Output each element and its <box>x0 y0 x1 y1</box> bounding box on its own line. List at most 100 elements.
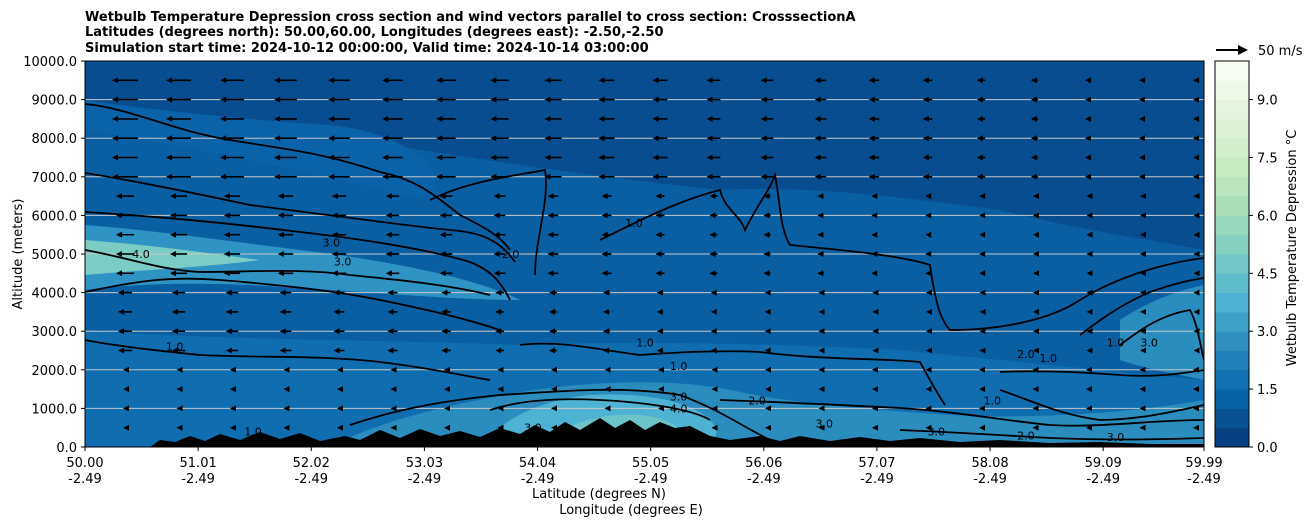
wind-vector-head <box>922 173 929 180</box>
wind-vector-head <box>1086 289 1093 296</box>
wind-vector-head <box>1033 193 1039 200</box>
wind-vector-head <box>547 212 554 219</box>
wind-vector-head <box>926 308 932 315</box>
wind-vector-head <box>1033 347 1039 354</box>
wind-vector-head <box>652 96 659 103</box>
wind-vector-head <box>1140 308 1146 315</box>
wind-vector-head <box>328 135 335 142</box>
wind-vector-head <box>118 347 124 354</box>
wind-vector-head <box>658 405 664 412</box>
wind-vector-head <box>706 135 713 142</box>
wind-vector-head <box>382 96 389 103</box>
wind-vector-head <box>872 347 879 354</box>
wind-vector-head <box>1138 96 1145 103</box>
wind-vector-head <box>604 424 611 431</box>
wind-vector-head <box>818 328 825 335</box>
wind-vector-head <box>220 154 227 161</box>
wind-vector-head <box>709 212 716 219</box>
wind-vector-head <box>979 366 985 373</box>
contour-line <box>599 171 1204 331</box>
wind-vector-head <box>979 270 986 277</box>
wind-vector-head <box>382 115 389 122</box>
colorbar-tick-label: 3.0 <box>1257 325 1278 340</box>
wind-vector-head <box>439 231 446 238</box>
wind-vector-head <box>551 386 557 393</box>
wind-vector-head <box>1140 193 1146 200</box>
wind-vector-head <box>112 115 118 122</box>
chart-title-line-3: Simulation start time: 2024-10-12 00:00:… <box>85 41 649 56</box>
wind-vector-head <box>436 135 443 142</box>
x-tick-label-lon: -2.49 <box>1187 472 1221 487</box>
wind-vector-head <box>979 328 986 335</box>
wind-vector-head <box>123 366 129 373</box>
wind-vector-head <box>1084 115 1091 122</box>
wind-vector-head <box>441 328 448 335</box>
wind-vector-head <box>274 77 281 84</box>
wind-vector-head <box>390 424 397 431</box>
wind-vector-head <box>1193 115 1200 122</box>
wind-vector-head <box>979 308 986 315</box>
wind-vector-head <box>274 154 281 161</box>
wind-vector-head <box>549 308 556 315</box>
wind-vector-head <box>116 231 122 238</box>
wind-vector-head <box>765 424 771 431</box>
wind-vector-head <box>116 270 122 277</box>
wind-vector-head <box>112 77 118 84</box>
wind-vector-head <box>871 251 878 257</box>
contour-line <box>429 168 547 276</box>
contour-label: 1.0 <box>670 360 688 373</box>
wind-vector-head <box>871 270 878 277</box>
wind-vector-head <box>331 193 338 200</box>
wind-vector-head <box>604 366 611 373</box>
wind-vector-head <box>1139 405 1146 412</box>
wind-vector-head <box>497 366 504 373</box>
colorbar-tick-label: 6.0 <box>1257 209 1278 224</box>
y-tick-label: 5000.0 <box>32 248 78 263</box>
wind-vector-head <box>118 328 124 335</box>
wind-vector-head <box>333 328 340 335</box>
wind-vector-head <box>1193 96 1200 103</box>
wind-vector-head <box>925 405 932 412</box>
wind-vector-head <box>223 270 230 277</box>
wind-vector-head <box>436 115 443 122</box>
wind-vector-head <box>495 347 502 354</box>
wind-vector-head <box>441 347 448 354</box>
wind-vector-head <box>1193 135 1200 142</box>
wind-vector-head <box>764 289 771 296</box>
wind-vector-head <box>116 251 122 257</box>
y-tick-label: 4000.0 <box>32 287 78 302</box>
wind-vector-head <box>868 77 875 84</box>
wind-vector-head <box>709 251 716 257</box>
wind-vector-head <box>979 212 986 219</box>
wind-vector-head <box>1193 328 1200 335</box>
wind-vector-head <box>710 347 717 354</box>
wind-vector-head <box>926 289 932 296</box>
wind-vector-head <box>655 231 662 238</box>
wind-vector-head <box>818 386 825 393</box>
wind-vector-head <box>765 386 771 393</box>
wind-vector-head <box>598 135 605 142</box>
vector-key-label: 50 m/s <box>1258 44 1303 59</box>
wind-vector-head <box>979 405 985 412</box>
wind-vector-head <box>331 231 338 238</box>
wind-vector-head <box>1086 405 1092 412</box>
wind-vector-head <box>979 231 986 238</box>
contour-line <box>999 389 1204 421</box>
wind-vector-head <box>1030 173 1037 180</box>
wind-vector-head <box>493 212 500 219</box>
wind-vector-head <box>1030 135 1037 142</box>
wind-vector-head <box>601 251 608 257</box>
wind-vector-head <box>387 347 394 354</box>
contour-label: 3.0 <box>334 256 352 269</box>
wind-vector-head <box>544 115 551 122</box>
wind-vector-head <box>711 424 718 431</box>
wind-vector-head <box>444 424 450 431</box>
wind-vector-head <box>328 173 335 180</box>
wind-vector-head <box>497 386 504 393</box>
colorbar-segment <box>1215 408 1249 429</box>
wind-vector-head <box>169 212 176 219</box>
colorbar-segment <box>1215 176 1249 197</box>
wind-vector-head <box>495 328 502 335</box>
wind-vector-head <box>652 77 659 84</box>
wind-vector-head <box>1086 328 1093 335</box>
